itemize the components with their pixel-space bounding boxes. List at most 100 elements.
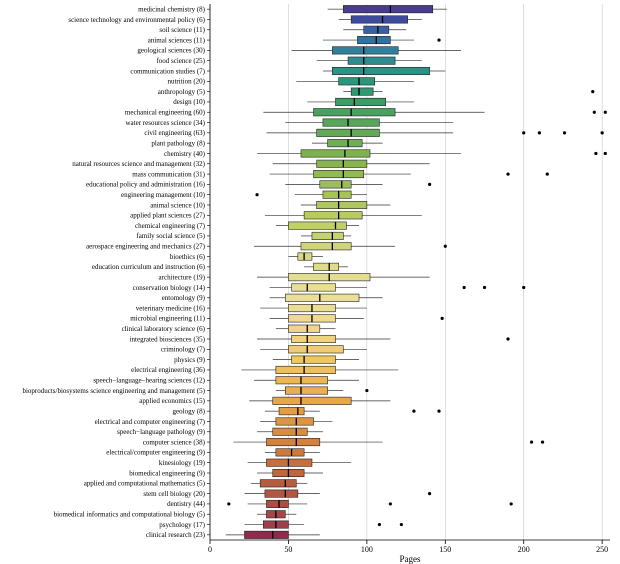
category-label: plant pathology (8) bbox=[151, 139, 205, 147]
svg-text:250: 250 bbox=[596, 545, 608, 554]
outlier bbox=[378, 523, 381, 526]
category-label: science technology and environmental pol… bbox=[68, 16, 205, 24]
outlier bbox=[522, 131, 525, 134]
boxplot-chart: 050100150200250Pagesmedicinal chemistry … bbox=[0, 0, 620, 564]
box bbox=[314, 170, 364, 177]
category-label: family social science (5) bbox=[136, 232, 205, 240]
box bbox=[323, 191, 351, 198]
outlier bbox=[506, 172, 509, 175]
category-label: bioethics (6) bbox=[170, 253, 206, 261]
box bbox=[312, 232, 343, 239]
box bbox=[304, 212, 362, 219]
svg-text:Pages: Pages bbox=[400, 554, 421, 564]
outlier bbox=[604, 111, 607, 114]
box bbox=[351, 16, 407, 23]
category-label: water resources science (34) bbox=[126, 119, 206, 127]
outlier bbox=[522, 286, 525, 289]
outlier bbox=[604, 152, 607, 155]
box bbox=[335, 98, 385, 105]
box bbox=[314, 109, 396, 116]
outlier bbox=[437, 38, 440, 41]
category-label: criminology (7) bbox=[161, 346, 206, 354]
box bbox=[260, 480, 296, 487]
box bbox=[266, 500, 288, 507]
box bbox=[317, 129, 380, 136]
category-label: aerospace engineering and mechanics (27) bbox=[86, 243, 206, 251]
category-label: biomedical informatics and computational… bbox=[54, 511, 206, 519]
outlier bbox=[441, 317, 444, 320]
svg-text:200: 200 bbox=[518, 545, 530, 554]
category-label: integrated biosciences (35) bbox=[130, 335, 206, 343]
box bbox=[317, 201, 367, 208]
outlier bbox=[412, 410, 415, 413]
outlier bbox=[428, 492, 431, 495]
box bbox=[276, 449, 304, 456]
svg-text:100: 100 bbox=[361, 545, 373, 554]
category-label: applied economics (15) bbox=[139, 397, 205, 405]
category-label: microbial engineering (11) bbox=[130, 315, 205, 323]
category-label: communication studies (7) bbox=[130, 67, 205, 75]
box bbox=[339, 78, 375, 85]
category-label: geology (8) bbox=[173, 407, 206, 415]
box bbox=[298, 253, 312, 260]
category-label: biomedical engineering (9) bbox=[129, 469, 205, 477]
category-label: chemistry (40) bbox=[164, 150, 206, 158]
outlier bbox=[506, 337, 509, 340]
box bbox=[273, 397, 351, 404]
box bbox=[285, 387, 327, 394]
outlier bbox=[538, 131, 541, 134]
category-label: applied plant sciences (27) bbox=[130, 212, 206, 220]
category-label: stem cell biology (20) bbox=[143, 490, 205, 498]
box bbox=[245, 531, 289, 538]
outlier bbox=[541, 440, 544, 443]
outlier bbox=[365, 389, 368, 392]
category-label: food science (25) bbox=[156, 57, 205, 65]
box bbox=[266, 438, 319, 445]
category-label: soil science (11) bbox=[159, 26, 205, 34]
box bbox=[276, 418, 314, 425]
box bbox=[266, 459, 311, 466]
box bbox=[332, 67, 429, 74]
category-label: entomology (9) bbox=[162, 294, 206, 302]
category-label: conservation biology (14) bbox=[133, 284, 206, 292]
category-label: physics (9) bbox=[174, 356, 206, 364]
box bbox=[320, 181, 351, 188]
box bbox=[285, 294, 359, 301]
svg-text:0: 0 bbox=[208, 545, 212, 554]
outlier bbox=[255, 193, 258, 196]
category-label: nutrition (20) bbox=[167, 78, 205, 86]
box bbox=[314, 263, 339, 270]
category-label: kinesiology (19) bbox=[159, 459, 206, 467]
box bbox=[348, 57, 395, 64]
category-label: computer science (38) bbox=[143, 438, 206, 446]
category-label: architecture (19) bbox=[159, 273, 206, 281]
box bbox=[273, 428, 308, 435]
category-label: anthropology (5) bbox=[158, 88, 206, 96]
box bbox=[292, 335, 336, 342]
outlier bbox=[510, 502, 513, 505]
outlier bbox=[227, 502, 230, 505]
category-label: education curriculum and instruction (6) bbox=[92, 263, 206, 271]
category-label: dentistry (44) bbox=[167, 500, 206, 508]
box bbox=[292, 284, 336, 291]
box bbox=[276, 366, 336, 373]
box bbox=[288, 346, 343, 353]
category-label: bioproducts/biosystems science engineeri… bbox=[22, 387, 205, 395]
category-label: veterinary medicine (16) bbox=[136, 304, 206, 312]
category-label: mass communication (31) bbox=[132, 170, 205, 178]
category-label: geological sciences (30) bbox=[137, 47, 205, 55]
box bbox=[288, 325, 319, 332]
category-label: mechanical engineering (60) bbox=[125, 109, 206, 117]
box bbox=[357, 36, 390, 43]
outlier bbox=[593, 111, 596, 114]
box bbox=[265, 490, 298, 497]
outlier bbox=[563, 131, 566, 134]
box bbox=[364, 26, 389, 33]
category-label: electrical and computer engineering (7) bbox=[95, 418, 206, 426]
category-label: speech−language pathology (9) bbox=[117, 428, 206, 436]
box bbox=[292, 356, 336, 363]
category-label: engineering management (10) bbox=[121, 191, 206, 199]
box bbox=[323, 119, 379, 126]
category-label: design (10) bbox=[173, 98, 205, 106]
box bbox=[301, 243, 351, 250]
